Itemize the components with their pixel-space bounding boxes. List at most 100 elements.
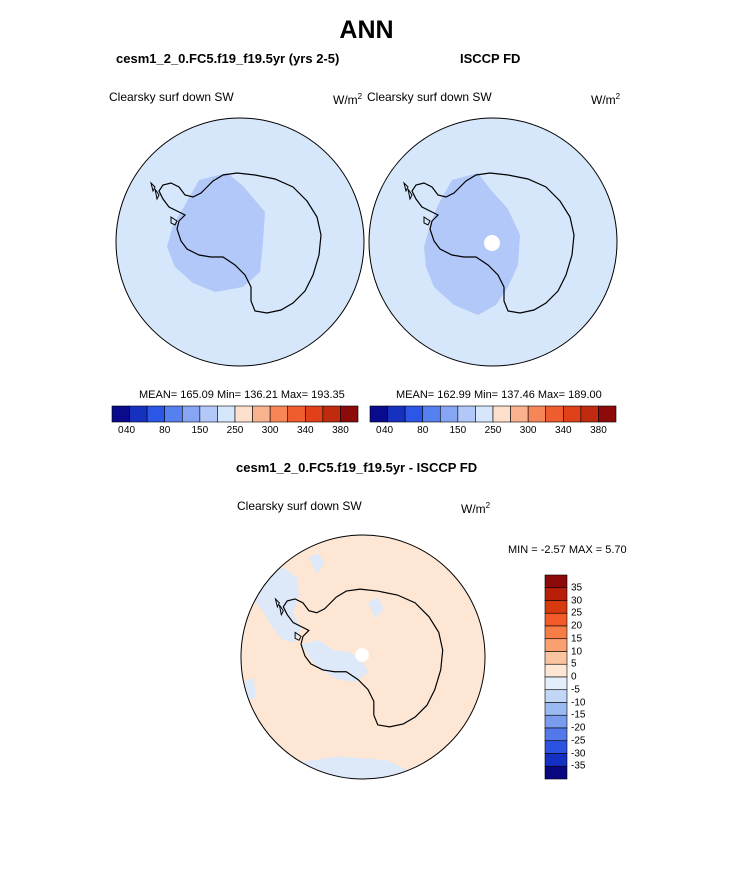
bottom-units: W/m2 <box>461 501 491 516</box>
figure-title: ANN <box>339 16 394 44</box>
colorbar-swatch <box>404 405 424 423</box>
colorbar-swatch <box>544 600 568 614</box>
colorbar-swatch <box>598 405 617 423</box>
colorbar-tick-label: 0 <box>376 425 382 436</box>
colorbar-tick-label: 380 <box>332 425 349 436</box>
antarctica-coastline <box>158 172 322 314</box>
colorbar-tick-label: 80 <box>159 425 171 436</box>
colorbar-tick-label: -5 <box>571 684 580 696</box>
colorbar-tick-label: 15 <box>571 633 583 645</box>
negative-difference-region <box>367 596 384 619</box>
top-right-stats: MEAN= 162.99 Min= 137.46 Max= 189.00 <box>396 389 602 401</box>
colorbar-tick-label: 25 <box>571 607 583 619</box>
colorbar-tick-label: 80 <box>417 425 429 436</box>
difference-colorbar <box>544 574 568 780</box>
colorbar-swatch <box>544 702 568 716</box>
negative-difference-region <box>299 756 408 780</box>
negative-difference-region <box>308 553 325 574</box>
colorbar-tick-label: 150 <box>449 425 467 436</box>
top-right-variable-label: Clearsky surf down SW <box>367 90 492 104</box>
colorbar-swatch <box>510 405 529 423</box>
map-border <box>240 534 486 780</box>
colorbar-tick-label: 150 <box>191 425 209 436</box>
colorbar-swatch <box>545 405 564 423</box>
colorbar-swatch <box>422 405 441 423</box>
missing-data-pole <box>484 235 500 251</box>
colorbar-swatch <box>387 405 406 423</box>
bottom-stats: MIN = -2.57 MAX = 5.70 <box>508 544 627 556</box>
colorbar-swatch <box>562 405 582 423</box>
colorbar-swatch <box>111 405 130 423</box>
colorbar-tick-label: 40 <box>382 425 394 436</box>
colorbar-tick-label: 10 <box>571 646 583 657</box>
colorbar-tick-label: 250 <box>484 425 502 436</box>
colorbar-tick-label: -10 <box>571 697 586 708</box>
top-right-colorbar-ticks: 0 40 80 150 250 300 340 380 <box>370 425 616 439</box>
colorbar-swatch <box>544 651 568 665</box>
colorbar-swatch <box>340 405 359 423</box>
colorbar-tick-label: 380 <box>590 425 607 436</box>
colorbar-swatch <box>544 612 568 627</box>
colorbar-swatch <box>269 405 289 423</box>
colorbar-swatch <box>287 405 306 423</box>
difference-polar-map <box>240 534 486 780</box>
colorbar-swatch <box>181 405 201 423</box>
colorbar-tick-label: 20 <box>571 620 583 632</box>
colorbar-swatch <box>544 676 568 691</box>
colorbar-tick-label: -25 <box>571 735 586 747</box>
map-border <box>368 117 618 367</box>
colorbar-swatch <box>544 740 568 754</box>
colorbar-tick-label: 340 <box>554 425 572 436</box>
top-left-stats: MEAN= 165.09 Min= 136.21 Max= 193.35 <box>139 389 345 401</box>
colorbar-swatch <box>322 405 341 423</box>
colorbar-swatch <box>199 405 218 423</box>
difference-colorbar-ticks: 35 30 25 20 15 10 5 0 -5 -10 -15 -20 -25 -30 -35 <box>571 575 611 779</box>
antarctic-peninsula-detail <box>150 181 178 226</box>
top-left-variable-label: Clearsky surf down SW <box>109 90 234 104</box>
top-right-polar-map <box>368 117 618 367</box>
top-right-units: W/m2 <box>591 92 621 107</box>
top-right-colorbar <box>369 405 617 423</box>
negative-difference-region <box>301 640 368 682</box>
low-flux-region <box>424 173 520 315</box>
low-flux-region <box>167 173 265 292</box>
colorbar-swatch <box>492 405 511 423</box>
top-left-colorbar <box>111 405 359 423</box>
colorbar-swatch <box>544 753 568 767</box>
colorbar-tick-label: -20 <box>571 722 586 734</box>
colorbar-swatch <box>129 405 148 423</box>
colorbar-tick-label: 35 <box>571 582 583 594</box>
colorbar-swatch <box>304 405 324 423</box>
bottom-subtitle: cesm1_2_0.FC5.f19_f19.5yr - ISCCP FD <box>236 460 478 475</box>
colorbar-swatch <box>164 405 183 423</box>
bottom-variable-label: Clearsky surf down SW <box>237 499 362 513</box>
colorbar-swatch <box>580 405 599 423</box>
colorbar-tick-label: -35 <box>571 760 586 772</box>
colorbar-swatch <box>544 638 568 652</box>
colorbar-swatch <box>544 714 568 729</box>
top-left-subtitle: cesm1_2_0.FC5.f19_f19.5yr (yrs 2-5) <box>116 51 340 66</box>
colorbar-swatch <box>544 587 568 601</box>
antarctica-coastline <box>411 172 575 314</box>
colorbar-tick-label: -15 <box>571 709 586 721</box>
top-left-colorbar-ticks: 0 40 80 150 250 300 340 380 <box>112 425 358 439</box>
colorbar-tick-label: 0 <box>571 671 577 683</box>
colorbar-swatch <box>544 625 568 640</box>
colorbar-tick-label: 300 <box>519 425 537 436</box>
colorbar-tick-label: 0 <box>118 425 124 436</box>
colorbar-swatch <box>544 663 568 678</box>
colorbar-swatch <box>146 405 166 423</box>
colorbar-tick-label: 30 <box>571 595 583 606</box>
colorbar-swatch <box>544 574 568 589</box>
map-border <box>115 117 365 367</box>
colorbar-tick-label: -30 <box>571 748 586 759</box>
top-left-polar-map <box>115 117 365 367</box>
colorbar-swatch <box>527 405 547 423</box>
antarctic-peninsula-detail <box>403 181 431 226</box>
colorbar-swatch <box>544 765 568 780</box>
colorbar-tick-label: 340 <box>296 425 314 436</box>
colorbar-swatch <box>439 405 459 423</box>
colorbar-tick-label: 300 <box>261 425 279 436</box>
colorbar-tick-label: 250 <box>226 425 244 436</box>
colorbar-swatch <box>234 405 253 423</box>
